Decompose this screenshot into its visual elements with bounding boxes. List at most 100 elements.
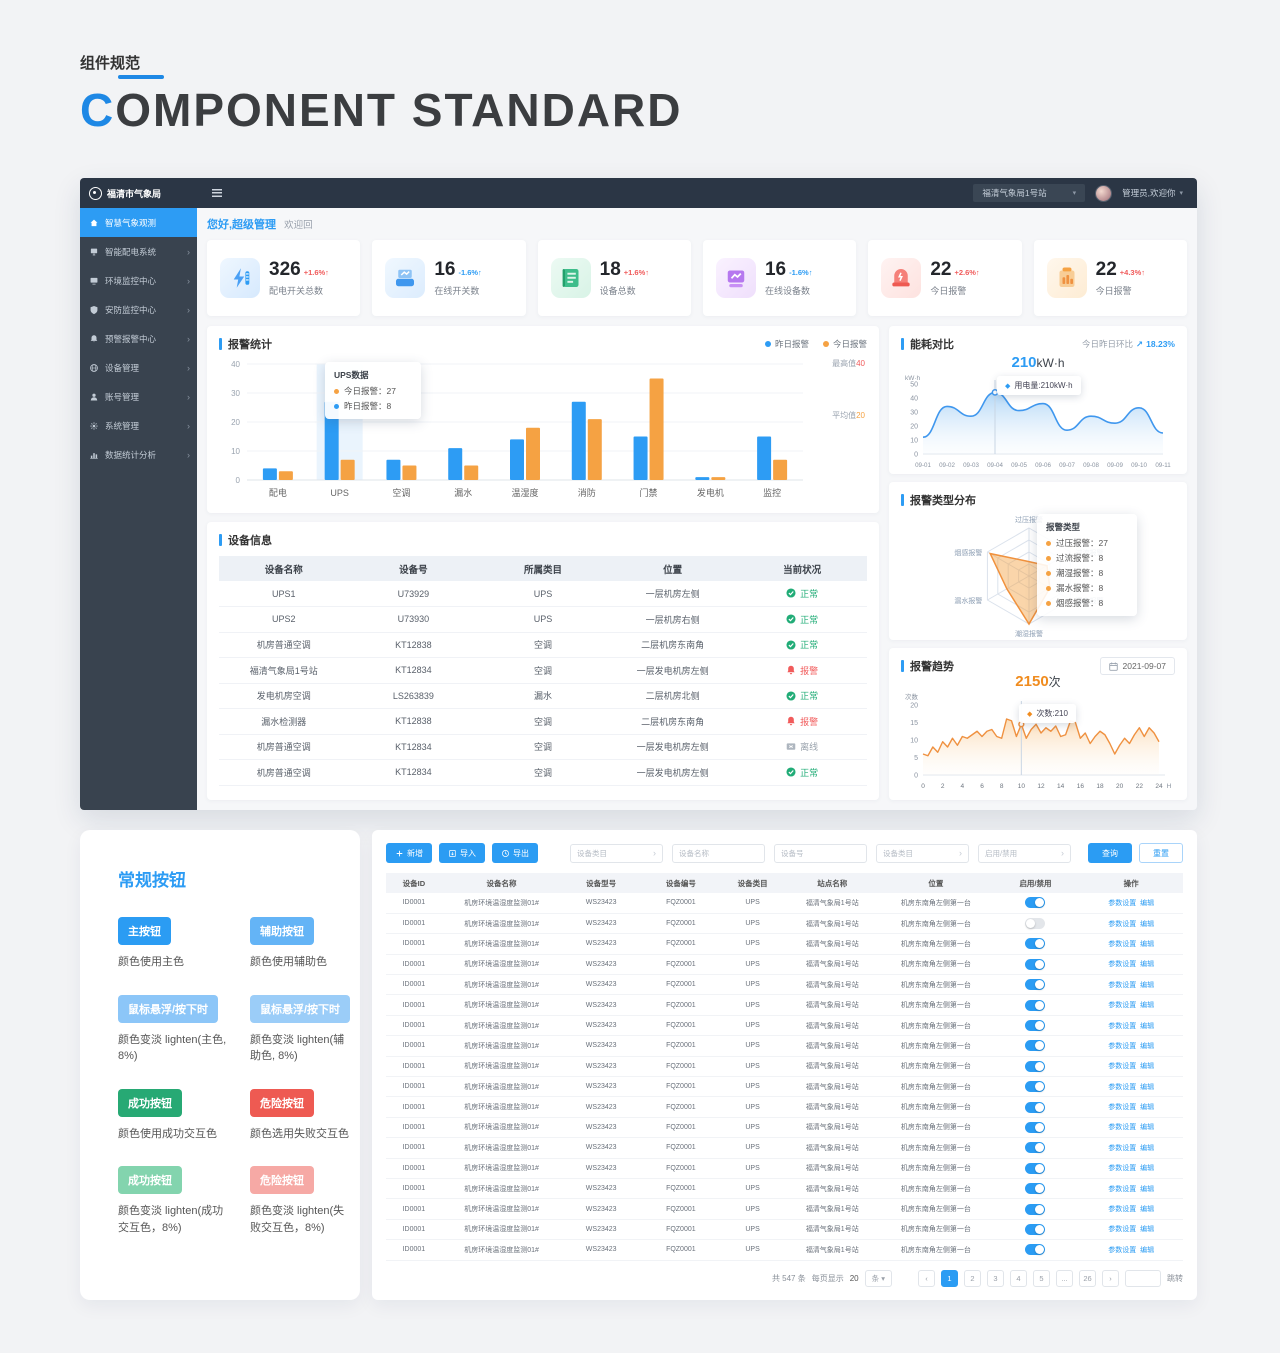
enable-toggle[interactable]: [1025, 1162, 1046, 1174]
param-settings-link[interactable]: 参数设置: [1108, 1226, 1137, 1234]
demo-button[interactable]: 危险按钮: [250, 1088, 314, 1117]
page-button[interactable]: 3: [987, 1269, 1004, 1287]
demo-button[interactable]: 成功按钮: [118, 1088, 182, 1117]
edit-link[interactable]: 编辑: [1140, 1185, 1155, 1193]
legend-item[interactable]: 今日报警: [822, 338, 867, 350]
edit-link[interactable]: 编辑: [1140, 1246, 1155, 1254]
enable-toggle[interactable]: [1025, 938, 1046, 950]
enable-toggle[interactable]: [1025, 1203, 1046, 1215]
per-page-select[interactable]: 条 ▾: [864, 1269, 892, 1287]
filter-select[interactable]: 设备类目 ›: [876, 843, 969, 863]
edit-link[interactable]: 编辑: [1140, 1063, 1155, 1071]
sidebar-item[interactable]: 系统管理 ›: [80, 411, 197, 440]
enable-toggle[interactable]: [1025, 958, 1046, 970]
param-settings-link[interactable]: 参数设置: [1108, 981, 1137, 989]
next-page-button[interactable]: ›: [1102, 1269, 1119, 1287]
param-settings-link[interactable]: 参数设置: [1108, 1246, 1137, 1254]
search-button[interactable]: 查询: [1088, 843, 1132, 863]
sidebar-item[interactable]: 环境监控中心 ›: [80, 266, 197, 295]
demo-button[interactable]: 危险按钮: [250, 1166, 314, 1194]
edit-link[interactable]: 编辑: [1140, 981, 1155, 989]
param-settings-link[interactable]: 参数设置: [1108, 1206, 1137, 1214]
enable-toggle[interactable]: [1025, 1223, 1046, 1235]
legend-item[interactable]: 昨日报警: [764, 338, 809, 350]
sidebar-item[interactable]: 数据统计分析 ›: [80, 440, 197, 469]
enable-toggle[interactable]: [1025, 1081, 1046, 1093]
edit-link[interactable]: 编辑: [1140, 1144, 1155, 1152]
edit-link[interactable]: 编辑: [1140, 920, 1155, 928]
export-button[interactable]: 导出: [492, 843, 538, 863]
page-button[interactable]: ...: [1056, 1269, 1073, 1287]
user-menu[interactable]: 管理员,欢迎你 ▾: [1122, 188, 1183, 198]
param-settings-link[interactable]: 参数设置: [1108, 1063, 1137, 1071]
sidebar-item[interactable]: 设备管理 ›: [80, 353, 197, 382]
param-settings-link[interactable]: 参数设置: [1108, 920, 1137, 928]
demo-button[interactable]: 鼠标悬浮/按下时: [118, 994, 219, 1023]
demo-button[interactable]: 成功按钮: [118, 1166, 182, 1194]
enable-toggle[interactable]: [1025, 1121, 1046, 1133]
enable-toggle[interactable]: [1025, 1244, 1046, 1256]
prev-page-button[interactable]: ‹: [918, 1269, 935, 1287]
add-button[interactable]: 新增: [386, 843, 432, 863]
demo-button[interactable]: 主按钮: [118, 917, 171, 945]
enable-toggle[interactable]: [1025, 897, 1046, 909]
param-settings-link[interactable]: 参数设置: [1108, 899, 1137, 907]
param-settings-link[interactable]: 参数设置: [1108, 940, 1137, 948]
enable-toggle[interactable]: [1025, 999, 1046, 1011]
param-settings-link[interactable]: 参数设置: [1108, 1144, 1137, 1152]
param-settings-link[interactable]: 参数设置: [1108, 1022, 1137, 1030]
param-settings-link[interactable]: 参数设置: [1108, 1165, 1137, 1173]
filter-input[interactable]: 设备号: [774, 843, 867, 863]
import-button[interactable]: 导入: [439, 843, 485, 863]
page-button[interactable]: 4: [1010, 1269, 1027, 1287]
param-settings-link[interactable]: 参数设置: [1108, 961, 1137, 969]
enable-toggle[interactable]: [1025, 918, 1046, 930]
enable-toggle[interactable]: [1025, 1060, 1046, 1072]
sidebar-item[interactable]: 安防监控中心 ›: [80, 295, 197, 324]
sidebar-item[interactable]: 预警报警中心 ›: [80, 324, 197, 353]
sidebar-item[interactable]: 账号管理 ›: [80, 382, 197, 411]
edit-link[interactable]: 编辑: [1140, 1104, 1155, 1112]
param-settings-link[interactable]: 参数设置: [1108, 1042, 1137, 1050]
enable-toggle[interactable]: [1025, 1183, 1046, 1195]
sidebar-item[interactable]: 智能配电系统 ›: [80, 237, 197, 266]
page-button[interactable]: 1: [941, 1269, 958, 1287]
edit-link[interactable]: 编辑: [1140, 1083, 1155, 1091]
edit-link[interactable]: 编辑: [1140, 1165, 1155, 1173]
param-settings-link[interactable]: 参数设置: [1108, 1124, 1137, 1132]
page-button[interactable]: 2: [964, 1269, 981, 1287]
enable-toggle[interactable]: [1025, 1020, 1046, 1032]
enable-toggle[interactable]: [1025, 1142, 1046, 1154]
avatar[interactable]: [1095, 184, 1113, 202]
enable-toggle[interactable]: [1025, 1040, 1046, 1052]
date-picker[interactable]: 2021-09-07: [1099, 657, 1175, 675]
filter-input[interactable]: 设备名称: [672, 843, 765, 863]
edit-link[interactable]: 编辑: [1140, 1022, 1155, 1030]
edit-link[interactable]: 编辑: [1140, 1226, 1155, 1234]
sidebar-item[interactable]: 智慧气象观测: [80, 208, 197, 237]
edit-link[interactable]: 编辑: [1140, 1124, 1155, 1132]
svg-text:潮湿报警: 潮湿报警: [1015, 629, 1043, 638]
param-settings-link[interactable]: 参数设置: [1108, 1002, 1137, 1010]
page-button[interactable]: 26: [1079, 1269, 1096, 1287]
demo-button[interactable]: 辅助按钮: [250, 917, 314, 945]
hamburger-menu-icon[interactable]: [212, 189, 222, 197]
station-select[interactable]: 福清气象局1号站 ▾: [973, 184, 1086, 202]
edit-link[interactable]: 编辑: [1140, 940, 1155, 948]
filter-select[interactable]: 设备类目 ›: [570, 843, 663, 863]
edit-link[interactable]: 编辑: [1140, 1206, 1155, 1214]
filter-select[interactable]: 启用/禁用 ›: [978, 843, 1071, 863]
edit-link[interactable]: 编辑: [1140, 1002, 1155, 1010]
enable-toggle[interactable]: [1025, 1101, 1046, 1113]
edit-link[interactable]: 编辑: [1140, 899, 1155, 907]
param-settings-link[interactable]: 参数设置: [1108, 1104, 1137, 1112]
page-jump-input[interactable]: [1125, 1269, 1161, 1287]
edit-link[interactable]: 编辑: [1140, 961, 1155, 969]
edit-link[interactable]: 编辑: [1140, 1042, 1155, 1050]
param-settings-link[interactable]: 参数设置: [1108, 1185, 1137, 1193]
demo-button[interactable]: 鼠标悬浮/按下时: [250, 994, 351, 1023]
param-settings-link[interactable]: 参数设置: [1108, 1083, 1137, 1091]
page-button[interactable]: 5: [1033, 1269, 1050, 1287]
reset-button[interactable]: 重置: [1139, 843, 1183, 863]
enable-toggle[interactable]: [1025, 979, 1046, 991]
